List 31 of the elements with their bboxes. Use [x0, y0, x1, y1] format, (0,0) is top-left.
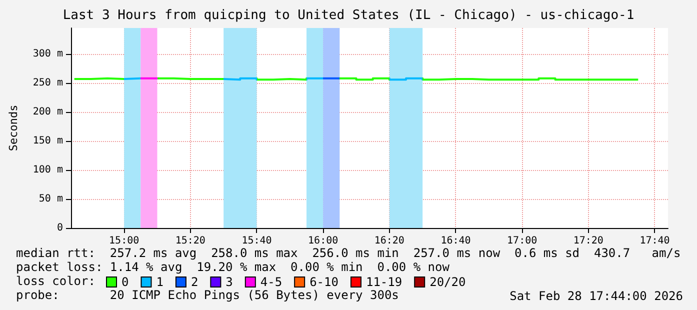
x-tick-label: 15:00 [109, 236, 140, 246]
text: median rtt: 257.2 ms avg 258.0 ms max 256.0 ms min 257.0 ms now 0.6 ms sd 430.7 am/s [16, 246, 681, 260]
text: Sat Feb 28 17:44:00 2026 [510, 289, 683, 303]
chart-title: Last 3 Hours from quicping to United States (IL - Chicago) - us-chicago-1 [62, 8, 634, 23]
y-tick-label: 100 m [32, 164, 63, 176]
x-tick-label: 15:40 [242, 236, 272, 246]
x-tick-label: 16:20 [374, 236, 404, 246]
y-tick-label: 300 m [32, 48, 63, 60]
legend-label: 6-10 [310, 275, 338, 289]
y-axis-title: Seconds [7, 104, 20, 152]
y-tick-label: 50 m [38, 194, 63, 205]
x-tick-label: 16:40 [440, 236, 471, 246]
legend-label: 1 [156, 275, 164, 289]
legend-label: 3 [226, 275, 233, 289]
x-tick-label: 17:20 [573, 236, 604, 246]
legend-label: 2 [190, 275, 198, 289]
y-tick-label: 250 m [32, 78, 63, 89]
x-tick-label: 17:00 [507, 236, 538, 246]
y-tick-label: 150 m [32, 136, 63, 147]
y-tick-label: 0 [56, 222, 63, 234]
legend-label: 4-5 [260, 275, 282, 289]
text: packet loss: 1.14 % avg 19.20 % max 0.00 % min 0.00 % now [16, 260, 450, 274]
legend-label: 11-19 [366, 275, 402, 289]
text: probe: 20 ICMP Echo Pings (56 Bytes) every 300s [16, 288, 399, 302]
x-tick-label: 17:40 [640, 236, 670, 246]
x-tick-label: 15:20 [175, 236, 206, 246]
x-tick-label: 16:00 [308, 236, 338, 246]
legend-title: loss color: [16, 274, 96, 288]
y-tick-label: 200 m [32, 106, 63, 118]
legend-label: 20/20 [430, 275, 466, 289]
legend-label: 0 [122, 275, 129, 289]
